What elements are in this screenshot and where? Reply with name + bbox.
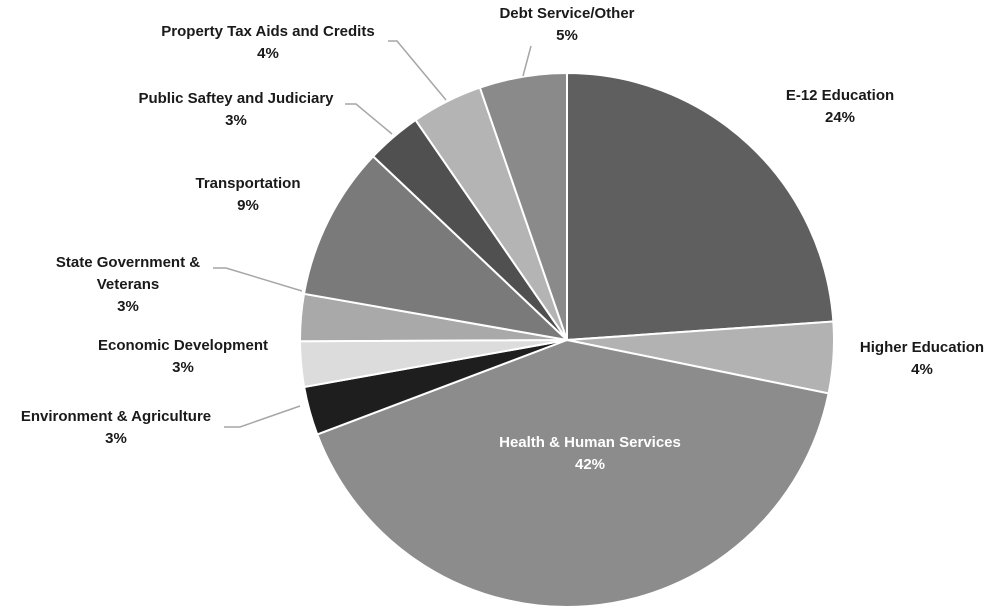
slice-percent-label: 3% <box>172 359 194 376</box>
slice-labels: E-12 Education 24% Higher Education 4% Healt… <box>21 5 984 473</box>
slice-percent-label: 5% <box>556 27 578 44</box>
leader-line <box>224 405 301 428</box>
leader-lines <box>213 40 532 428</box>
slice-percent-label: 24% <box>825 109 855 126</box>
pie-slice <box>315 338 830 609</box>
slice-name-label: Economic Development <box>98 337 268 354</box>
slice-name-label: Transportation <box>195 175 300 192</box>
slice-label: Environment & Agriculture 3% <box>21 408 211 447</box>
slice-percent-label: 9% <box>237 197 259 214</box>
leader-line <box>345 103 393 135</box>
slice-percent-label: 42% <box>575 456 605 473</box>
slice-percent-label: 4% <box>257 45 279 62</box>
slice-name-label: Debt Service/Other <box>499 5 634 22</box>
slice-name-label: Veterans <box>97 276 160 293</box>
pie-slice <box>478 71 568 341</box>
slice-label: Health & Human Services 42% <box>499 434 681 473</box>
slice-label: E-12 Education 24% <box>786 87 894 126</box>
slice-label: Debt Service/Other 5% <box>499 5 634 44</box>
pie-slice <box>566 71 835 342</box>
slice-name-label: Property Tax Aids and Credits <box>161 23 374 40</box>
slice-name-label: Public Saftey and Judiciary <box>138 90 334 107</box>
slice-percent-label: 3% <box>225 112 247 129</box>
leader-line <box>213 267 303 292</box>
pie-slices <box>298 71 835 609</box>
slice-name-label: State Government & <box>56 254 200 271</box>
slice-name-label: Environment & Agriculture <box>21 408 211 425</box>
slice-label: Transportation 9% <box>195 175 300 214</box>
slice-label: Higher Education 4% <box>860 339 984 378</box>
slice-label: Economic Development 3% <box>98 337 268 376</box>
slice-percent-label: 3% <box>105 430 127 447</box>
slice-name-label: Higher Education <box>860 339 984 356</box>
slice-name-label: Health & Human Services <box>499 434 681 451</box>
slice-percent-label: 4% <box>911 361 933 378</box>
slice-label: State Government & Veterans 3% <box>56 254 200 315</box>
slice-name-label: E-12 Education <box>786 87 894 104</box>
leader-line <box>522 45 532 77</box>
slice-label: Property Tax Aids and Credits 4% <box>161 23 374 62</box>
leader-line <box>388 40 447 101</box>
slice-percent-label: 3% <box>117 298 139 315</box>
pie-slice <box>302 154 571 342</box>
slice-label: Public Saftey and Judiciary 3% <box>138 90 334 129</box>
